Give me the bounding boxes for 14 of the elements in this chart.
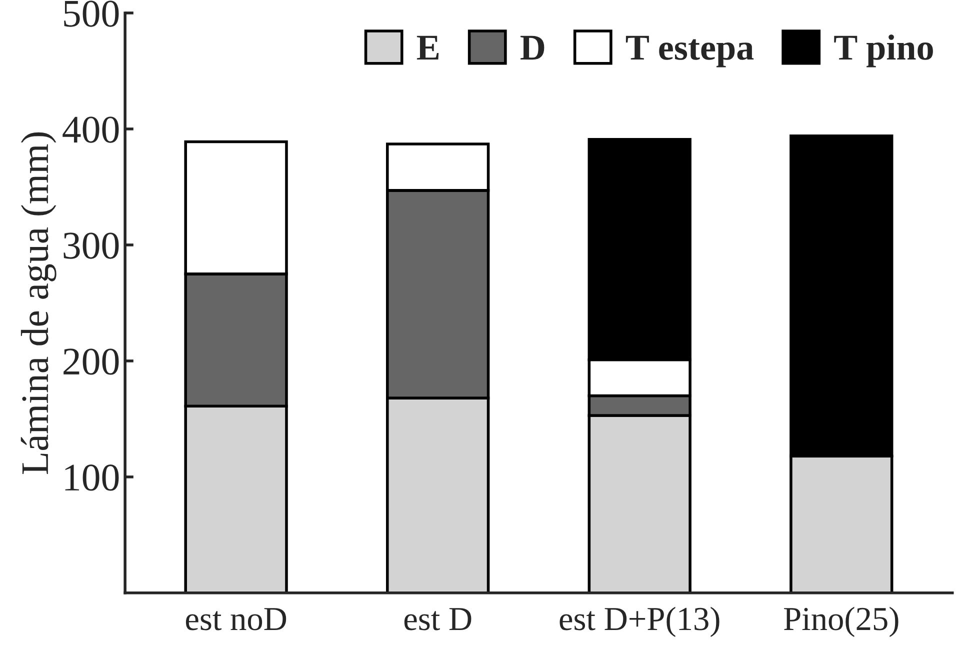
y-tick-label: 200 <box>64 348 119 375</box>
legend-label: T estepa <box>626 36 754 68</box>
y-tick-label: 100 <box>65 464 119 491</box>
x-tick-label: est noD <box>186 608 286 630</box>
y-tick-label: 400 <box>62 116 119 143</box>
y-tick-label: 500 <box>64 0 119 27</box>
legend-label: D <box>520 36 544 60</box>
y-tick-label: 300 <box>64 232 119 259</box>
x-tick-label: est D <box>404 608 472 630</box>
x-tick-label: est D+P(13) <box>560 606 720 638</box>
legend-label: T pino <box>834 34 933 68</box>
x-tick-label: Pino(25) <box>784 606 898 638</box>
legend-label: E <box>416 36 439 60</box>
y-axis-title: Lámina de agua (mm) <box>20 132 56 474</box>
